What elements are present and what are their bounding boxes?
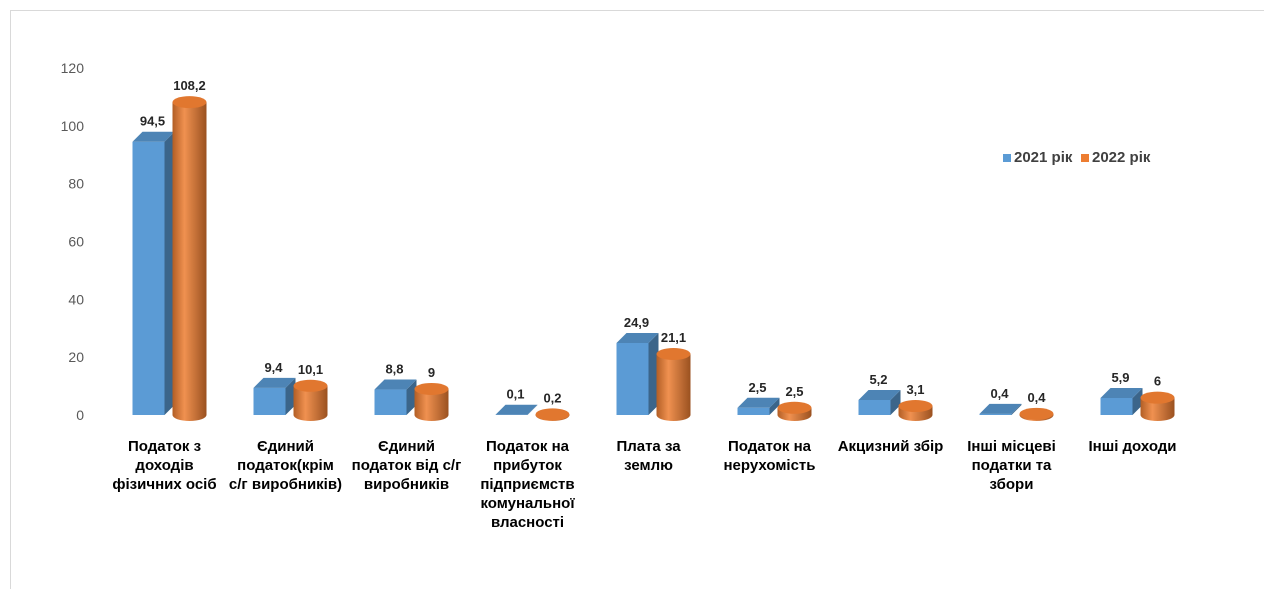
data-label-2021: 94,5 [140,114,165,129]
y-tick-label: 120 [61,60,85,76]
category-label: Акцизний збір [838,438,944,455]
bar-2021 [495,404,538,415]
bar-2022 [414,382,449,422]
data-label-2022: 0,2 [543,390,561,405]
data-label-2022: 6 [1154,374,1161,389]
data-label-2021: 5,9 [1111,370,1129,385]
bar-2021 [858,389,901,415]
bar-2022 [293,379,328,422]
category-label: Податок на прибуток підприємств комунальної… [480,438,575,531]
data-label-2022: 2,5 [785,384,803,399]
data-label-2021: 24,9 [624,315,649,330]
legend-swatch [1081,154,1089,162]
bar-2021 [979,403,1022,415]
bar-2022 [656,347,691,422]
data-label-2021: 5,2 [869,372,887,387]
bar-2021 [1100,387,1143,415]
data-label-2022: 10,1 [298,362,323,377]
category-label: Єдиний податок(крім с/г виробників) [229,438,342,493]
y-tick-label: 100 [61,118,85,134]
data-label-2022: 3,1 [906,382,924,397]
data-label-2021: 8,8 [385,362,403,377]
y-tick-label: 60 [68,234,84,250]
bar-2022 [1019,407,1054,422]
bar-2022 [172,96,207,422]
y-tick-label: 0 [76,407,84,423]
category-label: Інші місцеві податки та збори [967,438,1056,493]
chart-frame [10,10,1264,589]
category-label: Податок з доходів фізичних осіб [112,438,216,493]
bar-2021 [616,332,659,415]
category-label: Податок на нерухомість [724,438,816,474]
data-label-2021: 9,4 [264,360,283,375]
legend-swatch [1003,154,1011,162]
legend-label: 2021 рік [1014,149,1073,166]
bar-2022 [777,401,812,422]
category-label: Єдиний податок від с/г виробників [352,438,462,493]
y-tick-label: 40 [68,291,84,307]
data-label-2022: 108,2 [173,78,206,93]
bar-2022 [535,408,570,422]
bar-2022 [898,400,933,422]
bar-2021 [132,131,175,416]
bar-2022 [1140,391,1175,422]
data-label-2021: 0,4 [990,386,1009,401]
bar-2021 [253,377,296,415]
bar-2021 [737,397,780,415]
data-label-2022: 21,1 [661,330,686,345]
category-label: Плата за землю [616,438,681,474]
y-tick-label: 20 [68,349,84,365]
category-label: Інші доходи [1088,438,1176,455]
bar-2021 [374,379,417,415]
data-label-2022: 0,4 [1027,390,1046,405]
data-label-2022: 9 [428,365,435,380]
y-tick-label: 80 [68,176,84,192]
data-label-2021: 2,5 [748,380,766,395]
legend-label: 2022 рік [1092,149,1151,166]
data-label-2021: 0,1 [506,387,524,402]
